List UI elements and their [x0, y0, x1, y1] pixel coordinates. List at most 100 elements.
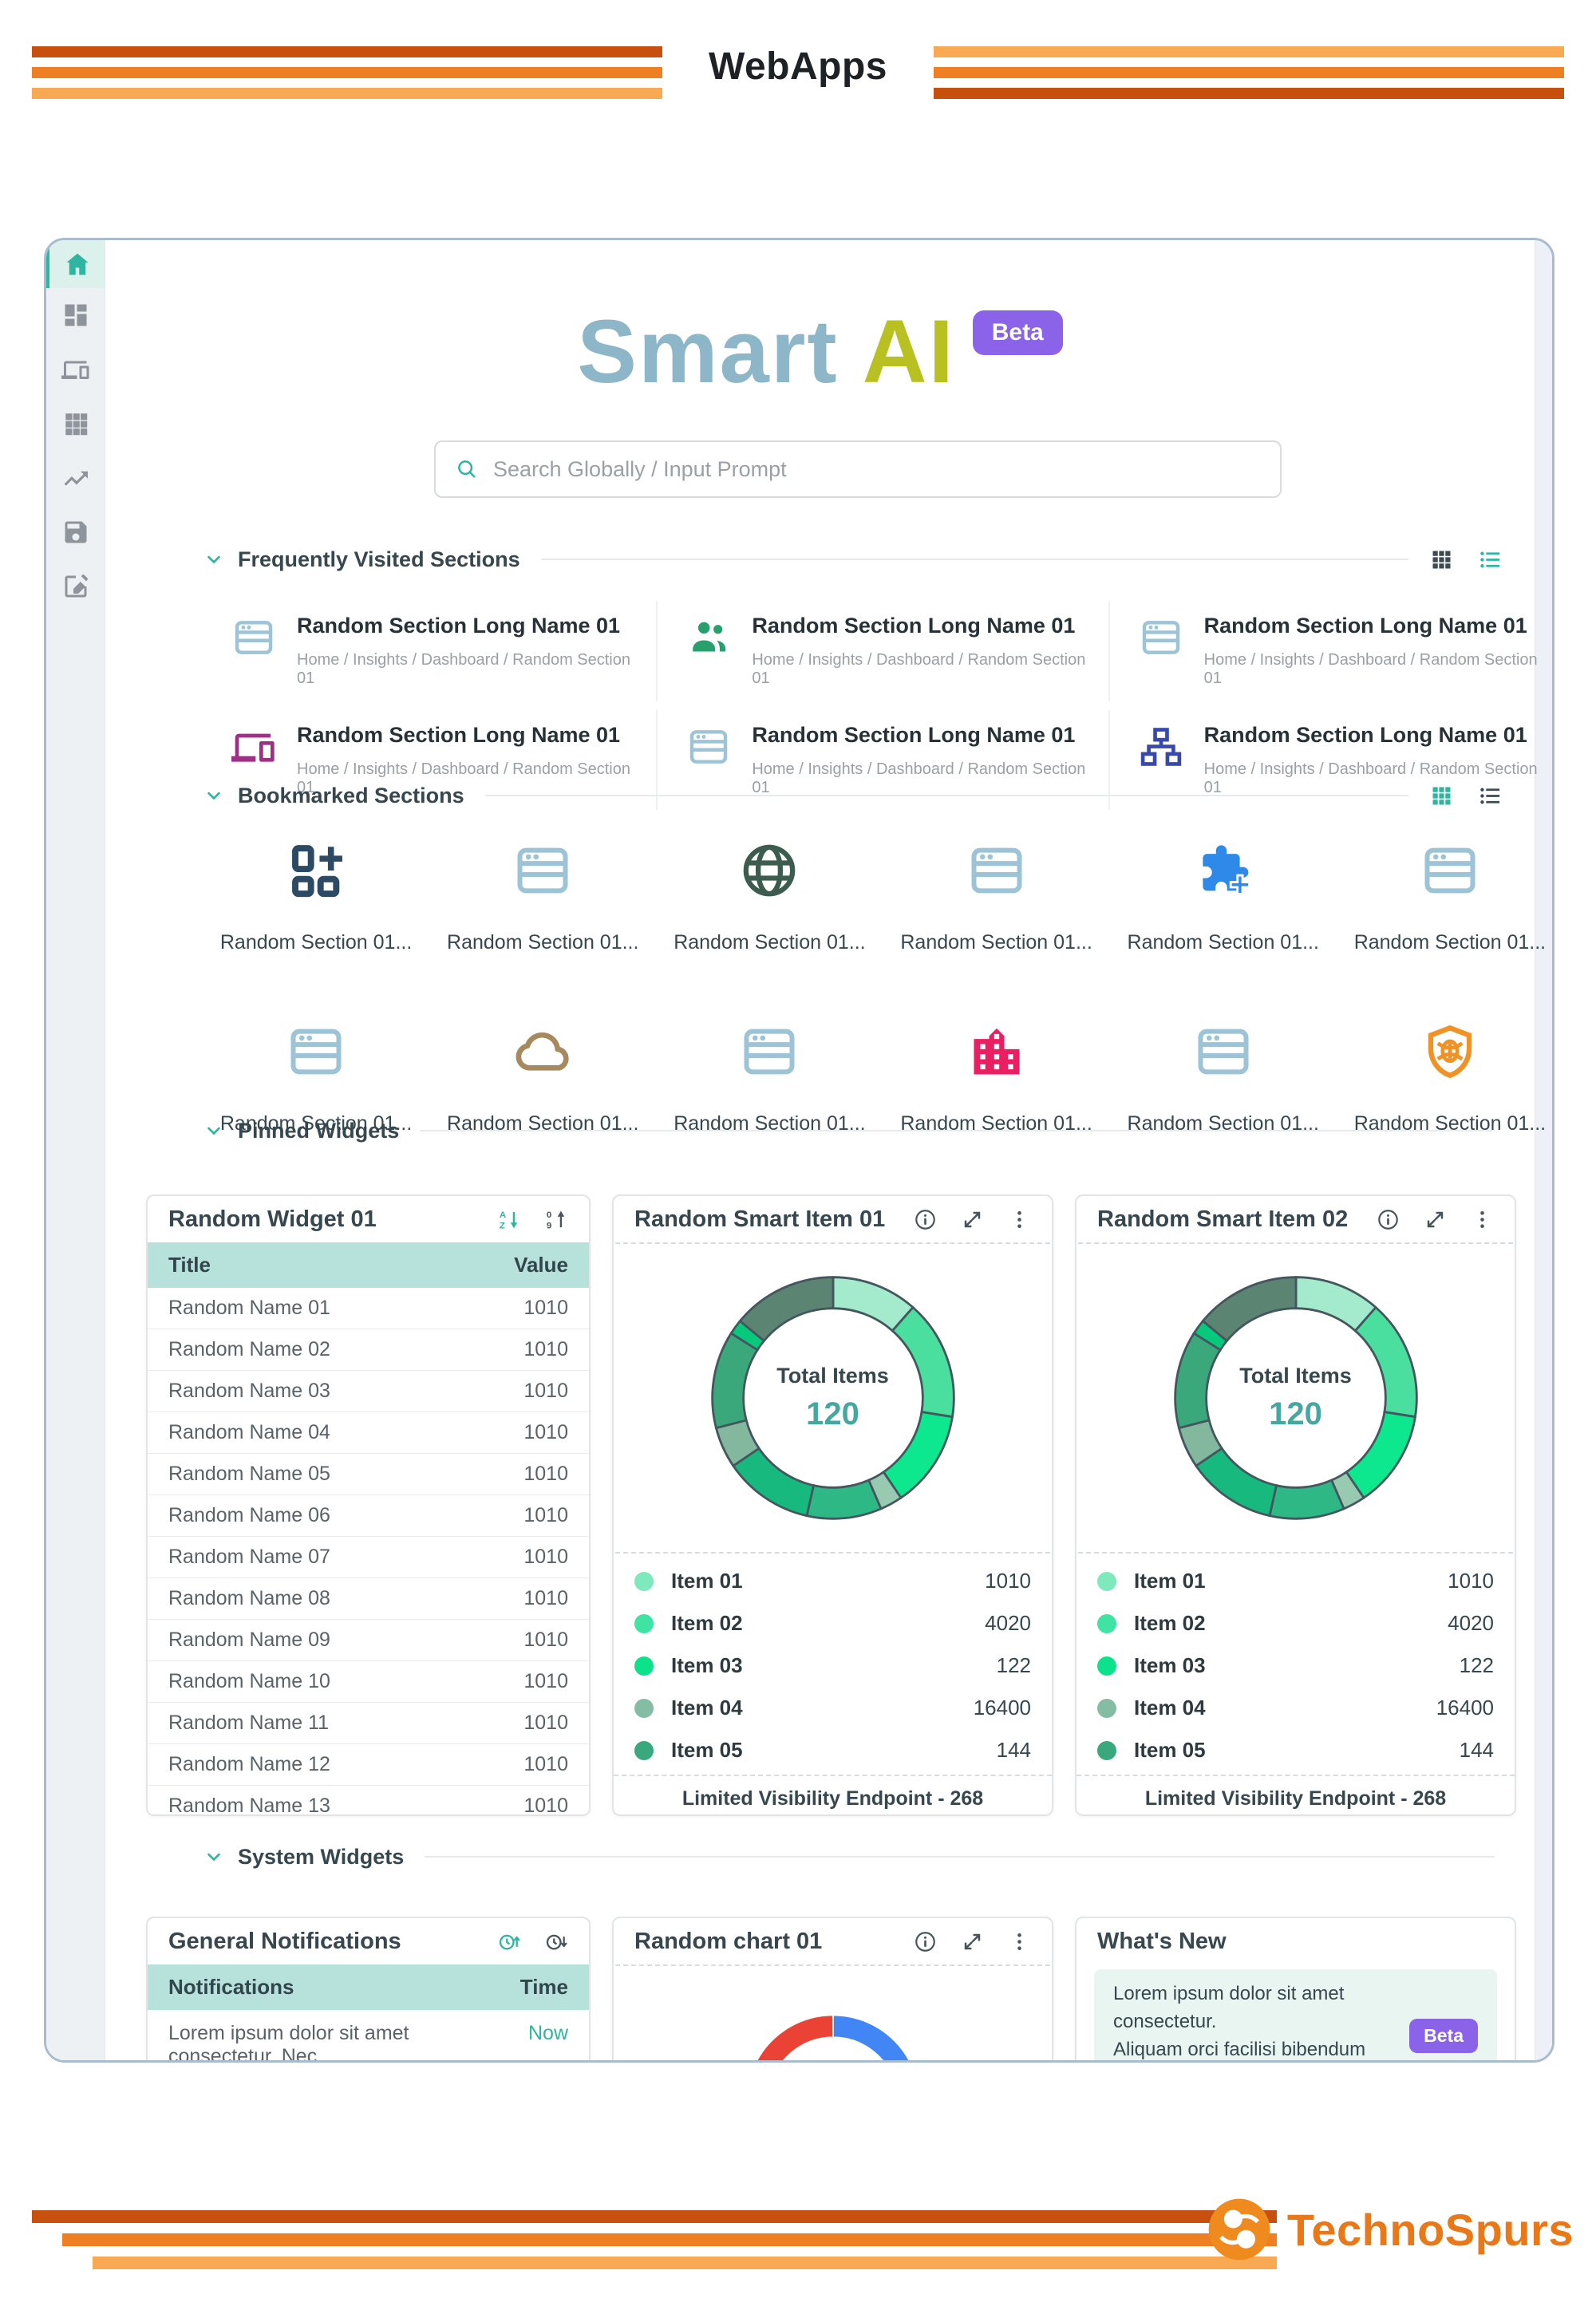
frequent-section-card[interactable]: Random Section Long Name 01 Home / Insigh… — [1110, 710, 1552, 810]
home-icon — [63, 250, 92, 278]
cloud-icon — [512, 1021, 573, 1082]
donut-chart: Total Items 120 — [709, 1273, 958, 1522]
sidebar-item-trends[interactable] — [46, 451, 105, 505]
beta-badge: Beta — [972, 310, 1063, 355]
browser-icon — [1420, 840, 1480, 901]
table-row: Random Name 03 1010 — [148, 1371, 589, 1412]
devices-icon — [61, 355, 90, 384]
info-button[interactable] — [1377, 1208, 1400, 1231]
list-view-toggle[interactable] — [1478, 547, 1503, 572]
sidebar-item-saved[interactable] — [46, 505, 105, 559]
section-title: Bookmarked Sections — [238, 783, 464, 807]
menu-button[interactable] — [1008, 1208, 1031, 1231]
table-row: Random Name 02 1010 — [148, 1329, 589, 1371]
frequent-section-card[interactable]: Random Section Long Name 01 Home / Insigh… — [203, 710, 656, 810]
puzzle-plus-icon — [1193, 840, 1254, 901]
breadcrumb: Home / Insights / Dashboard / Random Sec… — [752, 760, 1086, 796]
grid-view-toggle[interactable] — [1429, 784, 1454, 808]
collapse-chevron[interactable] — [203, 1119, 225, 1142]
sidebar-item-home[interactable] — [46, 240, 105, 288]
bookmarked-grid: Random Section 01... Random Section 01..… — [203, 840, 1552, 1135]
legend-item: Item 01 1010 — [1097, 1560, 1494, 1602]
sidebar-item-edit[interactable] — [46, 559, 105, 614]
dashboard-customize-icon — [286, 840, 346, 901]
info-button[interactable] — [914, 1208, 937, 1231]
frequent-section-card[interactable]: Random Section Long Name 01 Home / Insigh… — [203, 601, 656, 701]
grid-view-toggle[interactable] — [1429, 547, 1454, 572]
frequent-section-card[interactable]: Random Section Long Name 01 Home / Insigh… — [656, 710, 1110, 810]
breadcrumb: Home / Insights / Dashboard / Random Sec… — [297, 760, 630, 796]
technospurs-logo-icon — [1203, 2193, 1276, 2266]
section-header-frequently: Frequently Visited Sections — [203, 545, 1503, 574]
bookmarked-section-card[interactable]: Random Section 01... — [203, 840, 429, 954]
widget-general-notifications: General Notifications Notifications Time… — [146, 1917, 591, 2060]
view-toggles — [1429, 784, 1503, 808]
collapse-chevron[interactable] — [203, 1846, 225, 1868]
bookmarked-section-card[interactable]: Random Section 01... — [1337, 840, 1552, 954]
section-link-title: Random Section Long Name 01 — [752, 614, 1076, 638]
widget-title: General Notifications — [168, 1928, 401, 1954]
sidebar-item-dashboard[interactable] — [46, 288, 105, 342]
breadcrumb: Home / Insights / Dashboard / Random Sec… — [752, 651, 1086, 687]
section-link-title: Random Section Long Name 01 — [1203, 723, 1527, 747]
svg-text:0: 0 — [547, 1210, 551, 1220]
notification-row[interactable]: Lorem ipsum dolor sit amet consectetur. … — [148, 2010, 589, 2060]
widget-header: Random Smart Item 01 — [614, 1196, 1052, 1242]
table-row: Random Name 09 1010 — [148, 1620, 589, 1661]
pie-chart-area — [614, 1966, 1052, 2060]
expand-button[interactable] — [961, 1208, 984, 1231]
legend-item: Item 02 4020 — [634, 1602, 1031, 1645]
whats-new-item[interactable]: Lorem ipsum dolor sit amet consectetur. … — [1094, 1969, 1497, 2060]
bookmarked-section-card[interactable]: Random Section 01... — [203, 1021, 429, 1135]
collapse-chevron[interactable] — [203, 548, 225, 571]
browser-icon — [512, 840, 573, 901]
bookmarked-section-card[interactable]: Random Section 01... — [656, 840, 883, 954]
chart-legend: Item 01 1010 Item 02 4020 Item 03 122 Item … — [1077, 1554, 1515, 1775]
frequent-section-card[interactable]: Random Section Long Name 01 Home / Insigh… — [1110, 601, 1552, 701]
list-view-toggle[interactable] — [1478, 784, 1503, 808]
legend-item: Item 01 1010 — [634, 1560, 1031, 1602]
scrollbar[interactable] — [1535, 240, 1552, 2060]
decorative-stripes-right — [934, 46, 1564, 99]
sidebar-item-devices[interactable] — [46, 342, 105, 397]
divider — [540, 559, 1408, 560]
bookmarked-section-card[interactable]: Random Section 01... — [429, 840, 656, 954]
brand-title: WebApps — [709, 45, 887, 88]
sort-time-asc-button[interactable] — [498, 1930, 521, 1953]
breadcrumb: Home / Insights / Dashboard / Random Sec… — [1203, 760, 1538, 796]
search-input[interactable] — [493, 456, 1261, 482]
divider — [425, 1856, 1495, 1858]
sort-time-desc-button[interactable] — [545, 1930, 568, 1953]
legend-item: Item 03 122 — [634, 1645, 1031, 1687]
section-header-bookmarked: Bookmarked Sections — [203, 781, 1503, 810]
menu-button[interactable] — [1471, 1208, 1494, 1231]
table-grid-icon — [61, 409, 90, 438]
expand-button[interactable] — [961, 1930, 984, 1953]
bookmarked-section-card[interactable]: Random Section 01... — [1110, 840, 1337, 954]
footer-brand-name: TechnoSpurs — [1286, 2204, 1574, 2255]
section-title: System Widgets — [238, 1844, 405, 1869]
browser-icon — [966, 840, 1027, 901]
frequent-section-card[interactable]: Random Section Long Name 01 Home / Insigh… — [656, 601, 1110, 701]
table-row: Random Name 07 1010 — [148, 1537, 589, 1578]
legend-item: Item 04 16400 — [634, 1687, 1031, 1729]
browser-icon — [739, 1021, 800, 1082]
browser-icon — [1193, 1021, 1254, 1082]
globe-icon — [739, 840, 800, 901]
menu-button[interactable] — [1008, 1930, 1031, 1953]
sidebar-item-tables[interactable] — [46, 397, 105, 451]
people-icon — [686, 615, 731, 660]
section-link-title: Random Section Long Name 01 — [1203, 614, 1527, 638]
divider — [615, 1242, 1050, 1244]
expand-button[interactable] — [1424, 1208, 1447, 1231]
decorative-stripes-left — [32, 46, 662, 99]
widget-random-smart-item-01: Random Smart Item 01 Total Items 120 — [612, 1194, 1053, 1816]
bookmarked-section-card[interactable]: Random Section 01... — [883, 840, 1109, 954]
info-button[interactable] — [914, 1930, 937, 1953]
sidebar — [46, 240, 105, 2060]
table-header: Notifications Time — [148, 1964, 589, 2010]
collapse-chevron[interactable] — [203, 784, 225, 807]
